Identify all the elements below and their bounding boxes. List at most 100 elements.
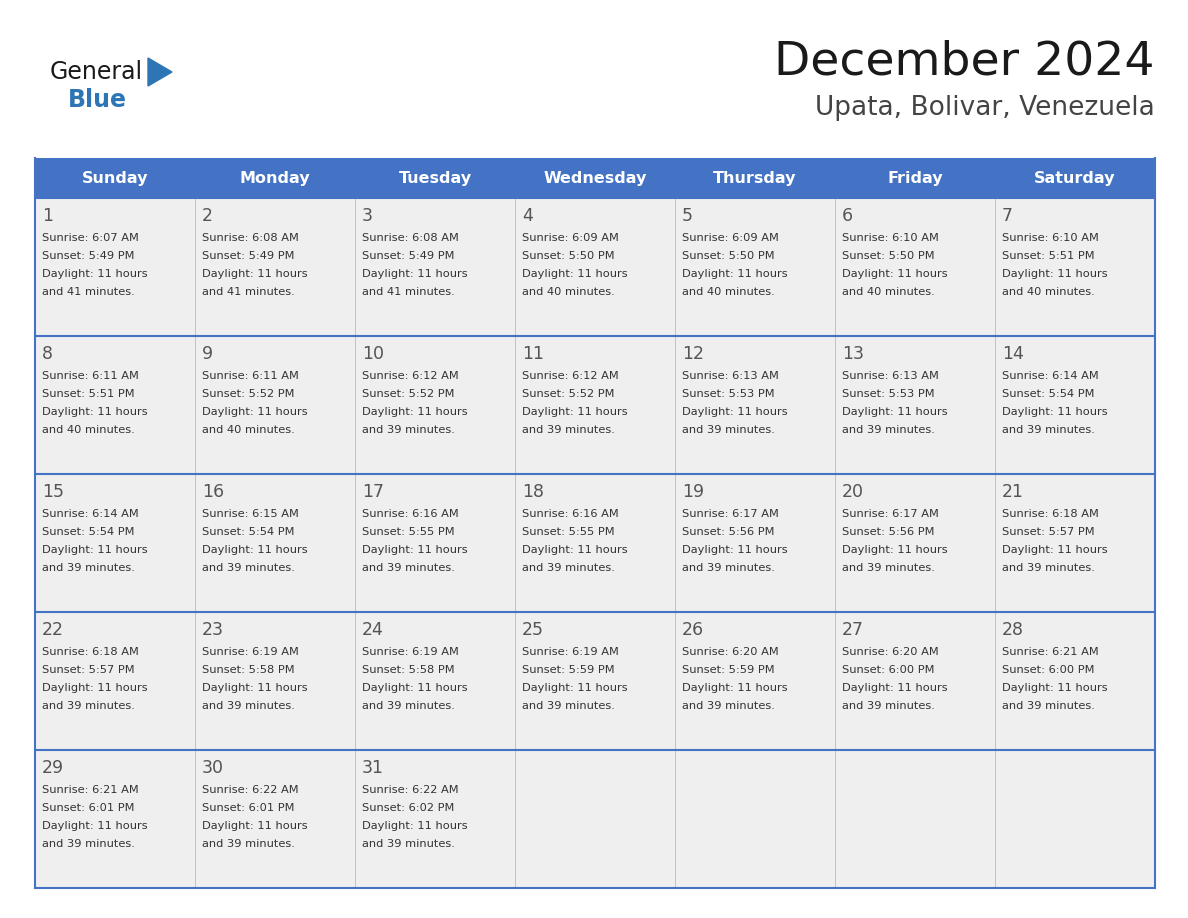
- Text: Sunset: 6:02 PM: Sunset: 6:02 PM: [362, 803, 454, 813]
- Text: Daylight: 11 hours: Daylight: 11 hours: [842, 407, 948, 417]
- Text: Sunset: 5:55 PM: Sunset: 5:55 PM: [522, 527, 614, 537]
- Text: Sunset: 5:59 PM: Sunset: 5:59 PM: [522, 665, 614, 675]
- Text: and 39 minutes.: and 39 minutes.: [842, 701, 935, 711]
- Text: Sunrise: 6:12 AM: Sunrise: 6:12 AM: [522, 371, 619, 381]
- Text: and 41 minutes.: and 41 minutes.: [362, 287, 455, 297]
- Text: Daylight: 11 hours: Daylight: 11 hours: [42, 407, 147, 417]
- Text: and 39 minutes.: and 39 minutes.: [842, 425, 935, 435]
- Text: 10: 10: [362, 345, 384, 363]
- Text: Sunset: 5:57 PM: Sunset: 5:57 PM: [42, 665, 134, 675]
- Text: 31: 31: [362, 759, 384, 777]
- Text: and 39 minutes.: and 39 minutes.: [842, 563, 935, 573]
- Text: Daylight: 11 hours: Daylight: 11 hours: [682, 407, 788, 417]
- Text: Sunrise: 6:12 AM: Sunrise: 6:12 AM: [362, 371, 459, 381]
- Text: Sunset: 5:58 PM: Sunset: 5:58 PM: [202, 665, 295, 675]
- Text: 28: 28: [1001, 621, 1024, 639]
- Text: Sunset: 5:59 PM: Sunset: 5:59 PM: [682, 665, 775, 675]
- Text: 11: 11: [522, 345, 544, 363]
- Text: 17: 17: [362, 483, 384, 501]
- Text: Sunrise: 6:20 AM: Sunrise: 6:20 AM: [842, 647, 939, 657]
- Text: 19: 19: [682, 483, 704, 501]
- Text: Sunrise: 6:22 AM: Sunrise: 6:22 AM: [202, 785, 298, 795]
- Text: Daylight: 11 hours: Daylight: 11 hours: [362, 407, 468, 417]
- Text: Sunset: 6:00 PM: Sunset: 6:00 PM: [1001, 665, 1094, 675]
- Text: and 39 minutes.: and 39 minutes.: [522, 425, 615, 435]
- Text: and 39 minutes.: and 39 minutes.: [1001, 563, 1095, 573]
- Text: Sunset: 5:49 PM: Sunset: 5:49 PM: [362, 251, 455, 261]
- Text: Daylight: 11 hours: Daylight: 11 hours: [362, 269, 468, 279]
- Text: 22: 22: [42, 621, 64, 639]
- Text: Sunset: 5:58 PM: Sunset: 5:58 PM: [362, 665, 455, 675]
- Text: 2: 2: [202, 207, 213, 225]
- Text: Daylight: 11 hours: Daylight: 11 hours: [42, 683, 147, 693]
- Text: Sunrise: 6:09 AM: Sunrise: 6:09 AM: [522, 233, 619, 243]
- Text: Sunrise: 6:21 AM: Sunrise: 6:21 AM: [42, 785, 139, 795]
- Text: Sunset: 5:56 PM: Sunset: 5:56 PM: [842, 527, 935, 537]
- Text: Sunset: 5:52 PM: Sunset: 5:52 PM: [362, 389, 455, 399]
- Text: and 39 minutes.: and 39 minutes.: [682, 701, 775, 711]
- Text: Saturday: Saturday: [1035, 171, 1116, 185]
- Text: Sunset: 5:53 PM: Sunset: 5:53 PM: [842, 389, 935, 399]
- Text: Sunrise: 6:18 AM: Sunrise: 6:18 AM: [1001, 509, 1099, 519]
- Text: 6: 6: [842, 207, 853, 225]
- Text: Sunrise: 6:11 AM: Sunrise: 6:11 AM: [202, 371, 299, 381]
- Text: and 40 minutes.: and 40 minutes.: [682, 287, 775, 297]
- Text: Daylight: 11 hours: Daylight: 11 hours: [522, 545, 627, 555]
- Bar: [34, 158, 1155, 198]
- Text: 14: 14: [1001, 345, 1024, 363]
- Text: Daylight: 11 hours: Daylight: 11 hours: [1001, 407, 1107, 417]
- Text: Daylight: 11 hours: Daylight: 11 hours: [682, 269, 788, 279]
- Text: Sunday: Sunday: [82, 171, 148, 185]
- Text: and 40 minutes.: and 40 minutes.: [42, 425, 134, 435]
- Text: Daylight: 11 hours: Daylight: 11 hours: [1001, 545, 1107, 555]
- Text: Wednesday: Wednesday: [543, 171, 646, 185]
- Text: and 40 minutes.: and 40 minutes.: [522, 287, 614, 297]
- Text: and 39 minutes.: and 39 minutes.: [522, 563, 615, 573]
- Text: Sunrise: 6:08 AM: Sunrise: 6:08 AM: [202, 233, 299, 243]
- Text: Sunrise: 6:19 AM: Sunrise: 6:19 AM: [362, 647, 459, 657]
- Text: Sunrise: 6:07 AM: Sunrise: 6:07 AM: [42, 233, 139, 243]
- Text: 24: 24: [362, 621, 384, 639]
- Text: Sunrise: 6:11 AM: Sunrise: 6:11 AM: [42, 371, 139, 381]
- Text: Sunset: 5:54 PM: Sunset: 5:54 PM: [1001, 389, 1094, 399]
- Text: Sunrise: 6:22 AM: Sunrise: 6:22 AM: [362, 785, 459, 795]
- Text: Sunset: 6:01 PM: Sunset: 6:01 PM: [42, 803, 134, 813]
- Text: Thursday: Thursday: [713, 171, 797, 185]
- Text: Sunset: 5:51 PM: Sunset: 5:51 PM: [42, 389, 134, 399]
- Bar: [34, 336, 1155, 474]
- Text: Sunset: 5:54 PM: Sunset: 5:54 PM: [202, 527, 295, 537]
- Text: and 39 minutes.: and 39 minutes.: [522, 701, 615, 711]
- Text: 9: 9: [202, 345, 213, 363]
- Text: Sunrise: 6:14 AM: Sunrise: 6:14 AM: [42, 509, 139, 519]
- Text: Sunset: 5:56 PM: Sunset: 5:56 PM: [682, 527, 775, 537]
- Text: and 41 minutes.: and 41 minutes.: [42, 287, 134, 297]
- Text: 20: 20: [842, 483, 864, 501]
- Text: Daylight: 11 hours: Daylight: 11 hours: [682, 683, 788, 693]
- Text: Daylight: 11 hours: Daylight: 11 hours: [202, 407, 308, 417]
- Text: Sunrise: 6:16 AM: Sunrise: 6:16 AM: [362, 509, 459, 519]
- Text: Friday: Friday: [887, 171, 943, 185]
- Text: and 39 minutes.: and 39 minutes.: [682, 425, 775, 435]
- Text: and 39 minutes.: and 39 minutes.: [202, 563, 295, 573]
- Text: 16: 16: [202, 483, 225, 501]
- Text: 3: 3: [362, 207, 373, 225]
- Text: 5: 5: [682, 207, 693, 225]
- Text: 4: 4: [522, 207, 533, 225]
- Bar: [34, 750, 1155, 888]
- Text: Daylight: 11 hours: Daylight: 11 hours: [362, 683, 468, 693]
- Text: and 39 minutes.: and 39 minutes.: [362, 425, 455, 435]
- Text: and 39 minutes.: and 39 minutes.: [1001, 425, 1095, 435]
- Text: Daylight: 11 hours: Daylight: 11 hours: [42, 269, 147, 279]
- Text: 25: 25: [522, 621, 544, 639]
- Text: Daylight: 11 hours: Daylight: 11 hours: [202, 269, 308, 279]
- Text: and 41 minutes.: and 41 minutes.: [202, 287, 295, 297]
- Text: Upata, Bolivar, Venezuela: Upata, Bolivar, Venezuela: [815, 95, 1155, 121]
- Text: Sunset: 5:50 PM: Sunset: 5:50 PM: [842, 251, 935, 261]
- Text: and 39 minutes.: and 39 minutes.: [362, 839, 455, 849]
- Bar: [34, 474, 1155, 612]
- Text: Sunrise: 6:18 AM: Sunrise: 6:18 AM: [42, 647, 139, 657]
- Text: Daylight: 11 hours: Daylight: 11 hours: [1001, 683, 1107, 693]
- Text: Daylight: 11 hours: Daylight: 11 hours: [362, 821, 468, 831]
- Text: and 39 minutes.: and 39 minutes.: [202, 839, 295, 849]
- Text: Sunset: 5:50 PM: Sunset: 5:50 PM: [682, 251, 775, 261]
